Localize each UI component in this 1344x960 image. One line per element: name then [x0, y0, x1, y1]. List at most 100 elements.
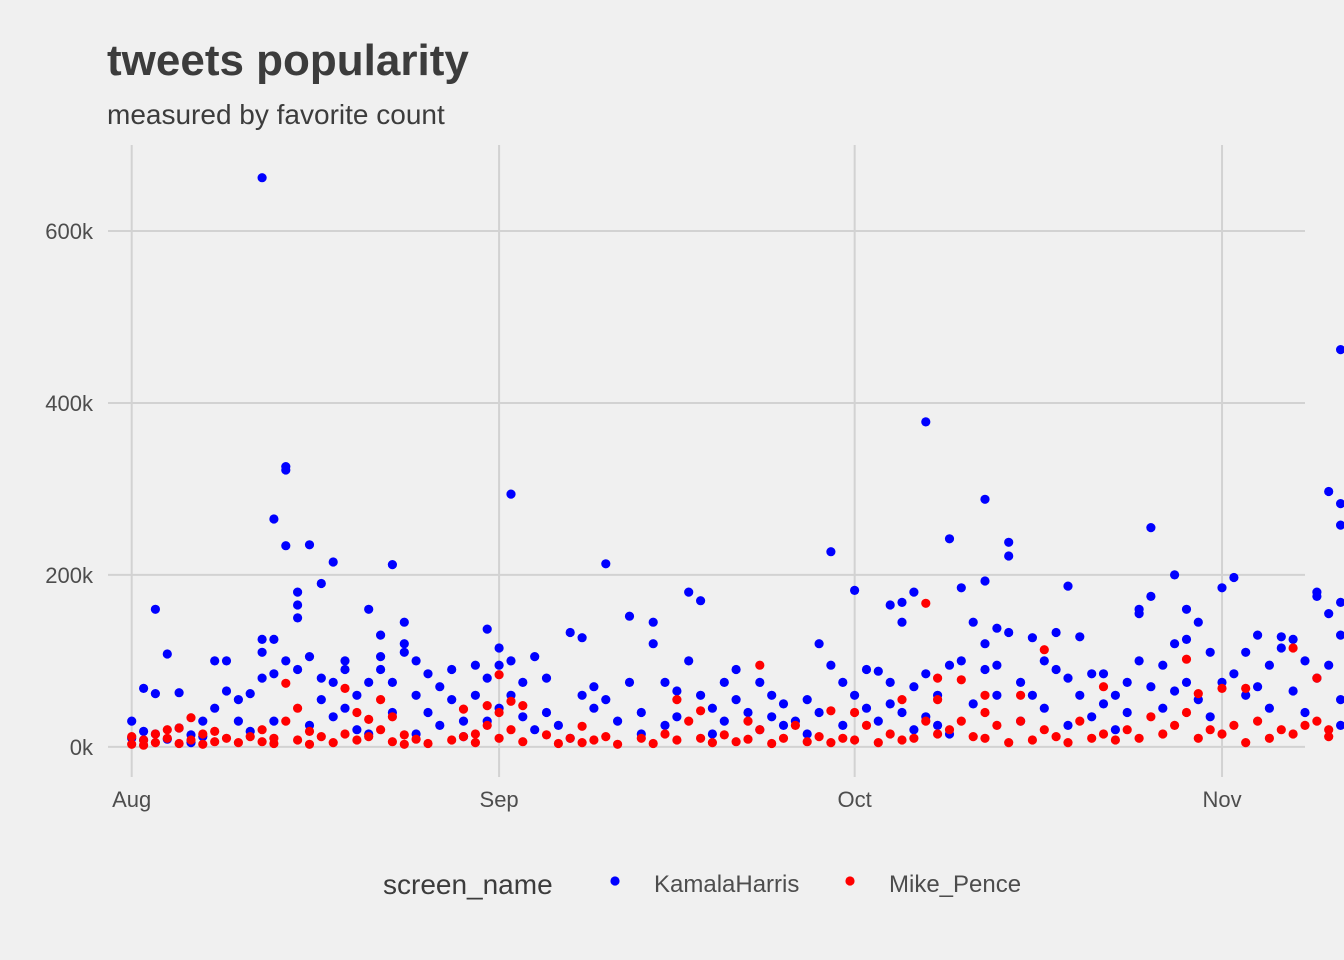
point-kamalaharris — [1336, 520, 1344, 530]
point-kamalaharris — [850, 690, 860, 700]
point-kamalaharris — [1063, 581, 1073, 591]
point-mike-pence — [364, 714, 374, 725]
point-mike-pence — [1276, 725, 1286, 735]
point-kamalaharris — [672, 686, 682, 696]
point-kamalaharris — [269, 514, 279, 524]
point-mike-pence — [364, 732, 374, 742]
point-mike-pence — [1253, 716, 1263, 726]
point-kamalaharris — [1134, 609, 1144, 619]
chart-title: tweets popularity — [107, 36, 469, 85]
point-mike-pence — [636, 733, 646, 743]
point-kamalaharris — [316, 578, 326, 589]
y-tick-label: 400k — [45, 391, 94, 416]
point-kamalaharris — [1229, 572, 1239, 583]
point-mike-pence — [1193, 689, 1203, 699]
point-kamalaharris — [1300, 656, 1310, 666]
y-tick-label: 200k — [45, 563, 94, 588]
point-mike-pence — [387, 712, 397, 722]
grid-lines — [108, 145, 1305, 777]
point-mike-pence — [696, 706, 706, 716]
point-mike-pence — [376, 695, 386, 705]
point-mike-pence — [1098, 682, 1109, 692]
point-kamalaharris — [980, 664, 990, 675]
point-kamalaharris — [458, 716, 469, 726]
point-kamalaharris — [1312, 591, 1322, 602]
point-kamalaharris — [933, 720, 943, 731]
point-kamalaharris — [1181, 604, 1192, 614]
point-kamalaharris — [482, 624, 492, 634]
legend-label-kamalaharris: KamalaHarris — [654, 871, 799, 898]
point-mike-pence — [1324, 725, 1334, 735]
point-kamalaharris — [281, 541, 291, 551]
point-kamalaharris — [1004, 627, 1014, 638]
point-kamalaharris — [1336, 720, 1344, 730]
point-mike-pence — [565, 733, 575, 743]
point-kamalaharris — [1051, 664, 1061, 675]
point-kamalaharris — [518, 677, 528, 688]
point-kamalaharris — [1016, 677, 1026, 688]
point-kamalaharris — [731, 695, 741, 705]
point-mike-pence — [399, 730, 409, 740]
point-kamalaharris — [1264, 703, 1274, 713]
point-kamalaharris — [636, 707, 646, 718]
point-mike-pence — [518, 737, 528, 747]
point-mike-pence — [696, 733, 706, 743]
point-mike-pence — [897, 735, 907, 745]
point-kamalaharris — [577, 633, 587, 643]
point-mike-pence — [589, 735, 599, 745]
point-kamalaharris — [968, 617, 978, 627]
point-kamalaharris — [672, 712, 682, 722]
point-mike-pence — [150, 738, 160, 748]
point-kamalaharris — [660, 677, 670, 688]
point-kamalaharris — [435, 720, 445, 731]
point-mike-pence — [909, 733, 919, 743]
point-mike-pence — [447, 735, 457, 745]
point-mike-pence — [470, 738, 480, 748]
point-kamalaharris — [293, 587, 303, 597]
point-mike-pence — [577, 738, 587, 748]
point-kamalaharris — [221, 656, 232, 666]
point-kamalaharris — [1122, 677, 1132, 688]
point-mike-pence — [340, 729, 350, 739]
point-kamalaharris — [909, 587, 919, 597]
point-mike-pence — [767, 738, 777, 749]
point-kamalaharris — [921, 417, 931, 427]
point-mike-pence — [873, 738, 883, 748]
point-mike-pence — [921, 598, 931, 608]
point-kamalaharris — [707, 703, 718, 713]
point-kamalaharris — [1181, 634, 1192, 645]
point-kamalaharris — [281, 462, 291, 472]
point-kamalaharris — [767, 690, 777, 700]
point-kamalaharris — [944, 660, 955, 670]
point-kamalaharris — [150, 689, 160, 699]
legend-title: screen_name — [383, 869, 553, 900]
point-mike-pence — [1324, 732, 1334, 742]
point-mike-pence — [506, 725, 516, 735]
point-kamalaharris — [1336, 630, 1344, 640]
point-kamalaharris — [221, 686, 232, 696]
point-mike-pence — [1312, 673, 1322, 683]
point-kamalaharris — [1027, 690, 1037, 700]
point-mike-pence — [1241, 738, 1251, 748]
x-tick-label: Sep — [480, 787, 519, 812]
point-mike-pence — [482, 701, 492, 711]
point-mike-pence — [1027, 735, 1037, 745]
point-mike-pence — [601, 732, 611, 742]
point-mike-pence — [672, 735, 682, 745]
point-kamalaharris — [1075, 690, 1085, 700]
point-kamalaharris — [1004, 537, 1014, 547]
point-kamalaharris — [992, 660, 1002, 670]
point-kamalaharris — [1158, 703, 1168, 713]
point-mike-pence — [186, 713, 196, 723]
point-kamalaharris — [399, 647, 409, 657]
point-kamalaharris — [802, 695, 812, 705]
point-kamalaharris — [648, 639, 658, 649]
point-kamalaharris — [992, 690, 1002, 700]
point-kamalaharris — [1158, 660, 1168, 670]
point-kamalaharris — [304, 540, 315, 550]
point-kamalaharris — [494, 643, 504, 653]
point-kamalaharris — [1205, 647, 1215, 657]
point-kamalaharris — [304, 652, 315, 662]
chart-subtitle: measured by favorite count — [107, 99, 445, 130]
